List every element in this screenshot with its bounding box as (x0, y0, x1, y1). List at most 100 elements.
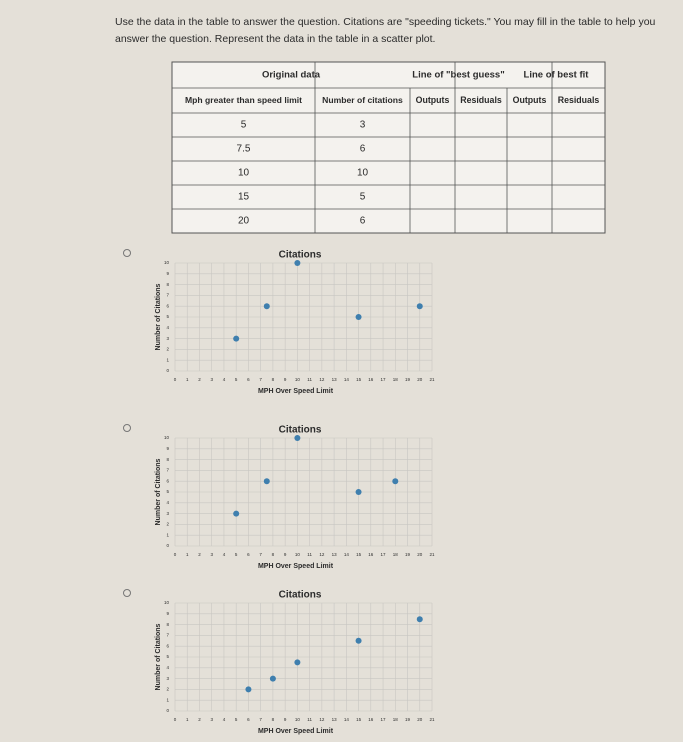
data-point (233, 510, 240, 517)
y-tick-label: 2 (166, 347, 169, 352)
x-tick-label: 9 (284, 717, 287, 722)
x-tick-label: 14 (344, 377, 350, 382)
y-tick-label: 2 (166, 522, 169, 527)
column-header: Number of citations (322, 95, 403, 105)
x-tick-label: 16 (368, 552, 374, 557)
y-tick-label: 8 (166, 622, 169, 627)
x-tick-label: 8 (272, 377, 275, 382)
data-point (294, 260, 301, 266)
x-tick-label: 11 (307, 717, 312, 722)
x-tick-label: 20 (417, 717, 423, 722)
x-tick-label: 6 (247, 717, 250, 722)
x-tick-label: 15 (356, 552, 362, 557)
x-tick-label: 18 (393, 552, 399, 557)
x-tick-label: 19 (405, 552, 411, 557)
data-point (233, 335, 240, 342)
y-tick-label: 7 (166, 468, 169, 473)
y-tick-label: 3 (166, 511, 169, 516)
y-tick-label: 0 (166, 543, 169, 548)
y-tick-label: 8 (166, 457, 169, 462)
chart-title: Citations (279, 590, 322, 601)
y-tick-label: 6 (166, 303, 169, 308)
x-tick-label: 10 (295, 552, 301, 557)
y-tick-label: 7 (166, 633, 169, 638)
x-tick-label: 2 (198, 717, 201, 722)
x-tick-label: 11 (307, 377, 312, 382)
chart-title: Citations (279, 425, 322, 436)
question: Use the data in the table to answer the … (115, 16, 656, 45)
x-tick-label: 12 (319, 552, 325, 557)
data-point (263, 303, 270, 310)
column-header: Mph greater than speed limit (185, 95, 302, 105)
x-tick-label: 16 (368, 377, 374, 382)
x-tick-label: 0 (174, 552, 177, 557)
x-tick-label: 17 (381, 717, 387, 722)
y-tick-label: 10 (164, 435, 170, 440)
table-cell: 3 (360, 120, 366, 131)
table-cell: 15 (238, 192, 250, 203)
table-cell: 6 (360, 144, 366, 155)
data-point (355, 637, 362, 644)
data-point (355, 314, 362, 320)
x-tick-label: 1 (186, 717, 189, 722)
x-tick-label: 19 (405, 717, 411, 722)
data-point (269, 675, 276, 682)
table-cell: 10 (238, 168, 250, 179)
x-axis-label: MPH Over Speed Limit (258, 388, 334, 395)
x-tick-label: 1 (186, 552, 189, 557)
x-tick-label: 2 (198, 377, 201, 382)
y-tick-label: 9 (166, 446, 169, 451)
x-tick-label: 17 (381, 377, 387, 382)
data-point (392, 478, 399, 485)
x-tick-label: 9 (284, 377, 287, 382)
y-tick-label: 8 (166, 282, 169, 287)
x-tick-label: 2 (198, 552, 201, 557)
x-tick-label: 20 (417, 552, 423, 557)
x-tick-label: 6 (247, 377, 250, 382)
column-header: Outputs (416, 95, 450, 105)
x-tick-label: 3 (210, 717, 213, 722)
x-tick-label: 1 (186, 377, 189, 382)
x-tick-label: 12 (319, 377, 325, 382)
x-tick-label: 16 (368, 717, 374, 722)
data-point (245, 686, 252, 693)
y-tick-label: 4 (166, 665, 169, 670)
x-tick-label: 11 (307, 552, 312, 557)
x-tick-label: 17 (381, 552, 387, 557)
table-cell: 10 (357, 168, 369, 179)
y-tick-label: 9 (166, 271, 169, 276)
data-point (294, 659, 301, 666)
table-cell: 7.5 (237, 144, 251, 155)
x-tick-label: 5 (235, 552, 238, 557)
x-tick-label: 10 (295, 377, 301, 382)
y-tick-label: 2 (166, 687, 169, 692)
y-tick-label: 9 (166, 611, 169, 616)
table-cell: 20 (238, 216, 250, 227)
x-tick-label: 4 (223, 717, 226, 722)
y-tick-label: 1 (166, 532, 169, 537)
radio-button (123, 249, 131, 257)
y-tick-label: 4 (166, 325, 169, 330)
x-tick-label: 15 (356, 377, 362, 382)
x-tick-label: 8 (272, 717, 275, 722)
y-axis-label: Number of Citations (155, 283, 162, 350)
x-tick-label: 10 (295, 717, 301, 722)
x-tick-label: 5 (235, 717, 238, 722)
y-tick-label: 6 (166, 643, 169, 648)
x-tick-label: 19 (405, 377, 411, 382)
x-tick-label: 0 (174, 717, 177, 722)
y-tick-label: 10 (164, 600, 170, 605)
y-tick-label: 3 (166, 676, 169, 681)
x-tick-label: 4 (223, 552, 226, 557)
x-tick-label: 21 (429, 377, 435, 382)
x-tick-label: 18 (393, 717, 399, 722)
data-point (294, 435, 301, 441)
y-tick-label: 1 (166, 357, 169, 362)
column-header: Residuals (558, 95, 600, 105)
data-point (263, 478, 270, 485)
x-tick-label: 7 (259, 717, 262, 722)
column-header: Residuals (460, 95, 502, 105)
y-tick-label: 1 (166, 697, 169, 702)
